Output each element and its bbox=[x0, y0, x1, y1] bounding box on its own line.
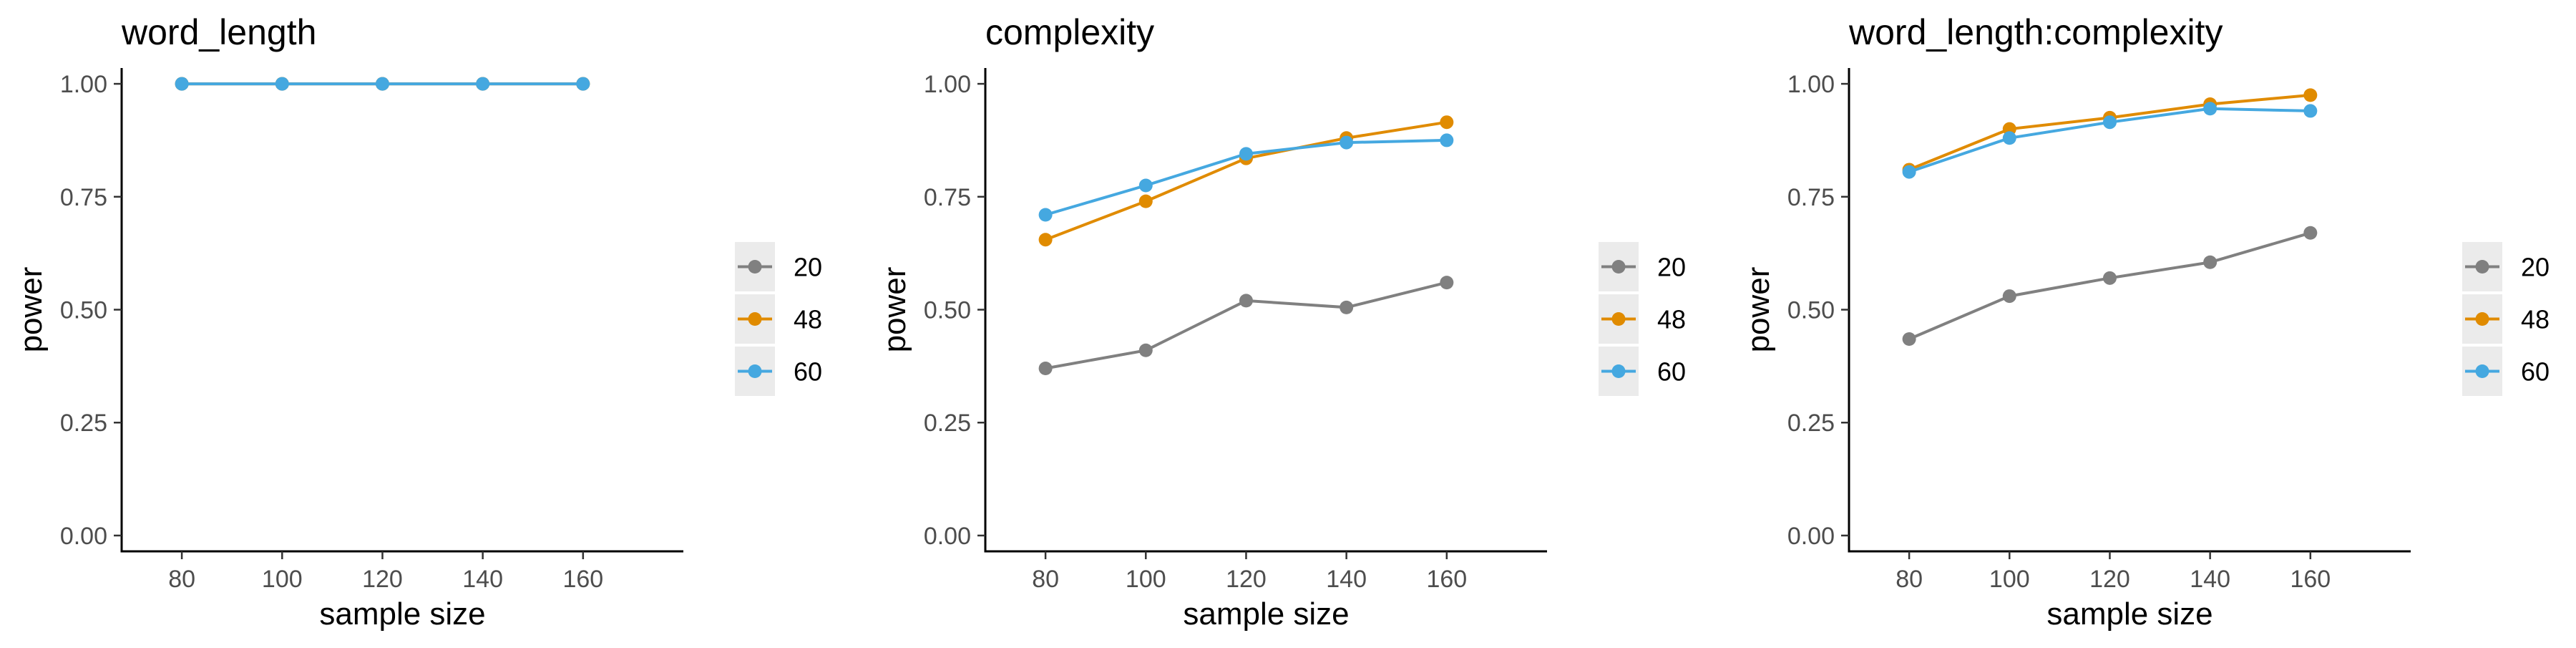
legend-key-point bbox=[2475, 312, 2489, 326]
legend-key-point bbox=[748, 312, 762, 326]
legend-key-point bbox=[1611, 260, 1626, 274]
data-point-20 bbox=[2102, 271, 2117, 285]
x-tick-label: 100 bbox=[262, 566, 303, 593]
data-point-60 bbox=[1340, 135, 1354, 150]
legend-label: 20 bbox=[2521, 253, 2550, 282]
legend-key-point bbox=[2475, 260, 2489, 274]
data-point-48 bbox=[1138, 194, 1153, 208]
y-tick-label: 0.50 bbox=[60, 297, 107, 324]
x-tick-label: 80 bbox=[168, 566, 195, 593]
x-tick-label: 100 bbox=[1989, 566, 2030, 593]
data-point-48 bbox=[1038, 233, 1053, 247]
data-point-48 bbox=[1440, 115, 1454, 130]
data-point-60 bbox=[1038, 208, 1053, 222]
legend: 20 48 60 bbox=[735, 242, 822, 396]
legend-key-point bbox=[1611, 312, 1626, 326]
panel-title: word_length:complexity bbox=[1848, 12, 2223, 52]
x-axis-label: sample size bbox=[1183, 596, 1349, 632]
data-point-60 bbox=[275, 77, 289, 91]
data-point-48 bbox=[2303, 88, 2318, 102]
legend-key-point bbox=[2475, 364, 2489, 378]
legend-label: 48 bbox=[2521, 305, 2550, 334]
data-point-20 bbox=[1440, 276, 1454, 290]
data-point-60 bbox=[2303, 104, 2318, 118]
legend-key-point bbox=[1611, 364, 1626, 378]
y-tick-label: 0.75 bbox=[1787, 184, 1835, 211]
panel-title: complexity bbox=[985, 12, 1154, 52]
x-tick-label: 100 bbox=[1126, 566, 1166, 593]
y-tick-label: 0.50 bbox=[924, 297, 971, 324]
legend-label: 60 bbox=[794, 357, 822, 387]
data-point-20 bbox=[1138, 343, 1153, 357]
y-tick-label: 1.00 bbox=[60, 71, 107, 98]
y-tick-label: 0.00 bbox=[60, 523, 107, 550]
legend-label: 20 bbox=[1657, 253, 1686, 282]
data-point-60 bbox=[2102, 115, 2117, 130]
y-axis-label: power bbox=[14, 267, 49, 353]
y-tick-label: 0.25 bbox=[60, 410, 107, 437]
y-tick-label: 0.00 bbox=[1787, 523, 1835, 550]
y-axis-label: power bbox=[1741, 267, 1776, 353]
data-point-20 bbox=[2002, 289, 2016, 304]
x-tick-label: 160 bbox=[2290, 566, 2331, 593]
x-tick-label: 160 bbox=[1426, 566, 1467, 593]
data-point-20 bbox=[2303, 226, 2318, 240]
y-tick-label: 0.75 bbox=[60, 184, 107, 211]
legend-label: 48 bbox=[1657, 305, 1686, 334]
data-point-60 bbox=[576, 77, 590, 91]
x-tick-label: 80 bbox=[1896, 566, 1923, 593]
x-axis-label: sample size bbox=[319, 596, 485, 632]
data-point-20 bbox=[1340, 300, 1354, 314]
legend-label: 60 bbox=[2521, 357, 2550, 387]
data-point-60 bbox=[1440, 133, 1454, 148]
panel-1: word_length 0.00 0.25 0.50 0.75 1.00 80 100 120 1… bbox=[14, 12, 822, 632]
legend-label: 60 bbox=[1657, 357, 1686, 387]
legend: 20 48 60 bbox=[1599, 242, 1686, 396]
y-tick-label: 1.00 bbox=[1787, 71, 1835, 98]
x-tick-label: 80 bbox=[1032, 566, 1059, 593]
x-tick-label: 120 bbox=[2089, 566, 2130, 593]
data-point-20 bbox=[1038, 362, 1053, 376]
data-point-60 bbox=[2203, 102, 2218, 116]
y-tick-label: 0.75 bbox=[924, 184, 971, 211]
y-tick-label: 0.50 bbox=[1787, 297, 1835, 324]
data-point-60 bbox=[175, 77, 189, 91]
x-tick-label: 120 bbox=[362, 566, 403, 593]
series-line-20 bbox=[1908, 231, 2311, 341]
data-point-60 bbox=[1239, 147, 1253, 161]
panel-title: word_length bbox=[121, 12, 316, 52]
x-tick-label: 160 bbox=[562, 566, 603, 593]
x-tick-label: 140 bbox=[2190, 566, 2230, 593]
data-point-60 bbox=[1902, 165, 1916, 179]
data-point-60 bbox=[1138, 178, 1153, 193]
legend-key-point bbox=[748, 260, 762, 274]
panel-3: word_length:complexity 0.00 0.25 0.50 0.75 1.… bbox=[1741, 12, 2550, 632]
data-point-60 bbox=[2002, 131, 2016, 145]
data-point-60 bbox=[476, 77, 490, 91]
legend: 20 48 60 bbox=[2462, 242, 2550, 396]
legend-key-point bbox=[748, 364, 762, 378]
y-tick-label: 1.00 bbox=[924, 71, 971, 98]
legend-label: 48 bbox=[794, 305, 822, 334]
data-point-20 bbox=[1239, 294, 1253, 308]
y-tick-label: 0.00 bbox=[924, 523, 971, 550]
series-line-48 bbox=[1908, 93, 2311, 171]
y-tick-label: 0.25 bbox=[1787, 410, 1835, 437]
x-tick-label: 120 bbox=[1226, 566, 1267, 593]
data-point-20 bbox=[2203, 255, 2218, 269]
panel-2: complexity 0.00 0.25 0.50 0.75 1.00 80 100 120 14… bbox=[877, 12, 1686, 632]
x-tick-label: 140 bbox=[1326, 566, 1367, 593]
y-tick-label: 0.25 bbox=[924, 410, 971, 437]
legend-label: 20 bbox=[794, 253, 822, 282]
data-point-20 bbox=[1902, 332, 1916, 347]
x-tick-label: 140 bbox=[462, 566, 503, 593]
series-line-48 bbox=[1045, 120, 1448, 241]
y-axis-label: power bbox=[877, 267, 912, 353]
data-point-60 bbox=[375, 77, 389, 91]
x-axis-label: sample size bbox=[2046, 596, 2212, 632]
